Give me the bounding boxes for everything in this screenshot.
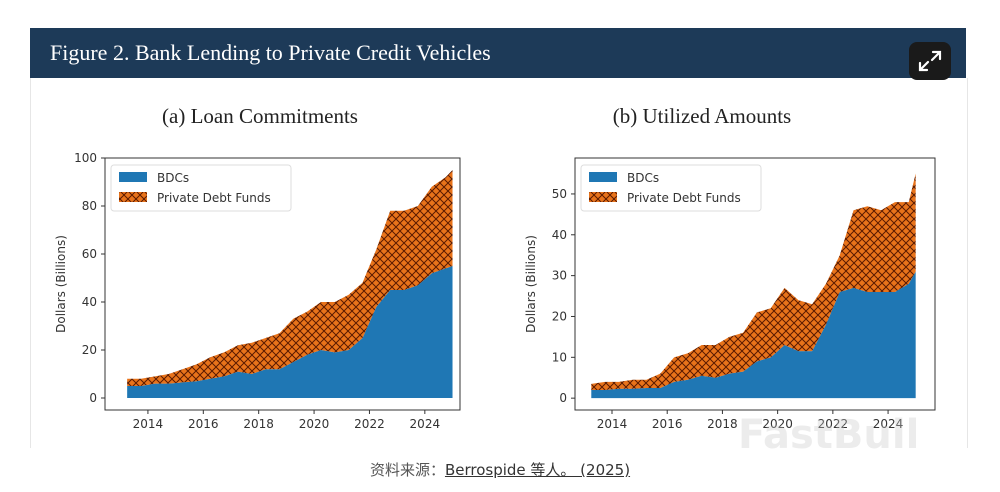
legend-label: Private Debt Funds	[627, 191, 741, 205]
legend-label: BDCs	[157, 171, 189, 185]
y-tick-label: 20	[552, 309, 567, 323]
axes-frame	[574, 157, 936, 411]
area-bdcs	[591, 271, 916, 399]
x-tick-label: 2022	[818, 417, 849, 431]
x-tick-label: 2020	[299, 417, 330, 431]
legend-swatch-bdcs	[119, 172, 147, 182]
x-tick-label: 2016	[188, 417, 219, 431]
y-tick-label: 10	[552, 350, 567, 364]
y-tick-label: 100	[74, 151, 97, 165]
legend-box	[110, 164, 292, 212]
figure-header: Figure 2. Bank Lending to Private Credit…	[30, 28, 966, 78]
y-axis-label: Dollars (Billions)	[54, 235, 68, 333]
x-tick-label: 2014	[597, 417, 628, 431]
chart-loan-commitments: (a) Loan Commitments 2014 2016 2018 2020 2022…	[54, 104, 461, 431]
x-tick-label: 2018	[243, 417, 274, 431]
figure-frame	[30, 78, 968, 448]
legend-swatch-bdcs	[589, 172, 617, 182]
source-note: 资料来源：Berrospide 等人。 (2025)	[0, 459, 1000, 480]
x-tick-label: 2018	[707, 417, 738, 431]
y-tick-label: 30	[552, 269, 567, 283]
legend: BDCs Private Debt Funds	[580, 164, 762, 212]
x-tick-label: 2024	[873, 417, 904, 431]
legend-swatch-private-debt-funds	[119, 192, 147, 202]
x-tick-label: 2014	[133, 417, 164, 431]
legend-box	[580, 164, 762, 212]
y-tick-label: 40	[82, 295, 97, 309]
chart-title: (b) Utilized Amounts	[613, 104, 791, 128]
legend-swatch-private-debt-funds	[589, 192, 617, 202]
y-tick-label: 20	[82, 343, 97, 357]
y-tick-label: 60	[82, 247, 97, 261]
legend-label: BDCs	[627, 171, 659, 185]
area-private-debt-funds	[591, 173, 916, 390]
legend-label: Private Debt Funds	[157, 191, 271, 205]
source-prefix: 资料来源：	[369, 461, 445, 479]
y-tick-label: 40	[552, 228, 567, 242]
expand-button[interactable]	[909, 42, 951, 80]
expand-arrows-icon	[918, 50, 942, 72]
source-link[interactable]: Berrospide 等人。 (2025)	[444, 461, 631, 479]
axes-frame	[104, 157, 461, 411]
legend: BDCs Private Debt Funds	[110, 164, 292, 212]
y-tick-label: 80	[82, 199, 97, 213]
area-bdcs	[127, 266, 453, 398]
x-tick-label: 2024	[410, 417, 441, 431]
area-private-debt-funds	[127, 170, 453, 386]
watermark-logo: FastBull	[738, 412, 920, 458]
x-tick-label: 2022	[354, 417, 385, 431]
y-tick-label: 0	[559, 391, 567, 405]
x-tick-label: 2020	[762, 417, 793, 431]
figure-title: Figure 2. Bank Lending to Private Credit…	[50, 40, 491, 65]
chart-title: (a) Loan Commitments	[162, 104, 358, 128]
x-tick-label: 2016	[652, 417, 683, 431]
y-tick-label: 0	[89, 391, 97, 405]
y-tick-label: 50	[552, 187, 567, 201]
chart-utilized-amounts: (b) Utilized Amounts 2014 2016 2018 2020 2022…	[524, 104, 936, 431]
y-axis-label: Dollars (Billions)	[524, 235, 538, 333]
